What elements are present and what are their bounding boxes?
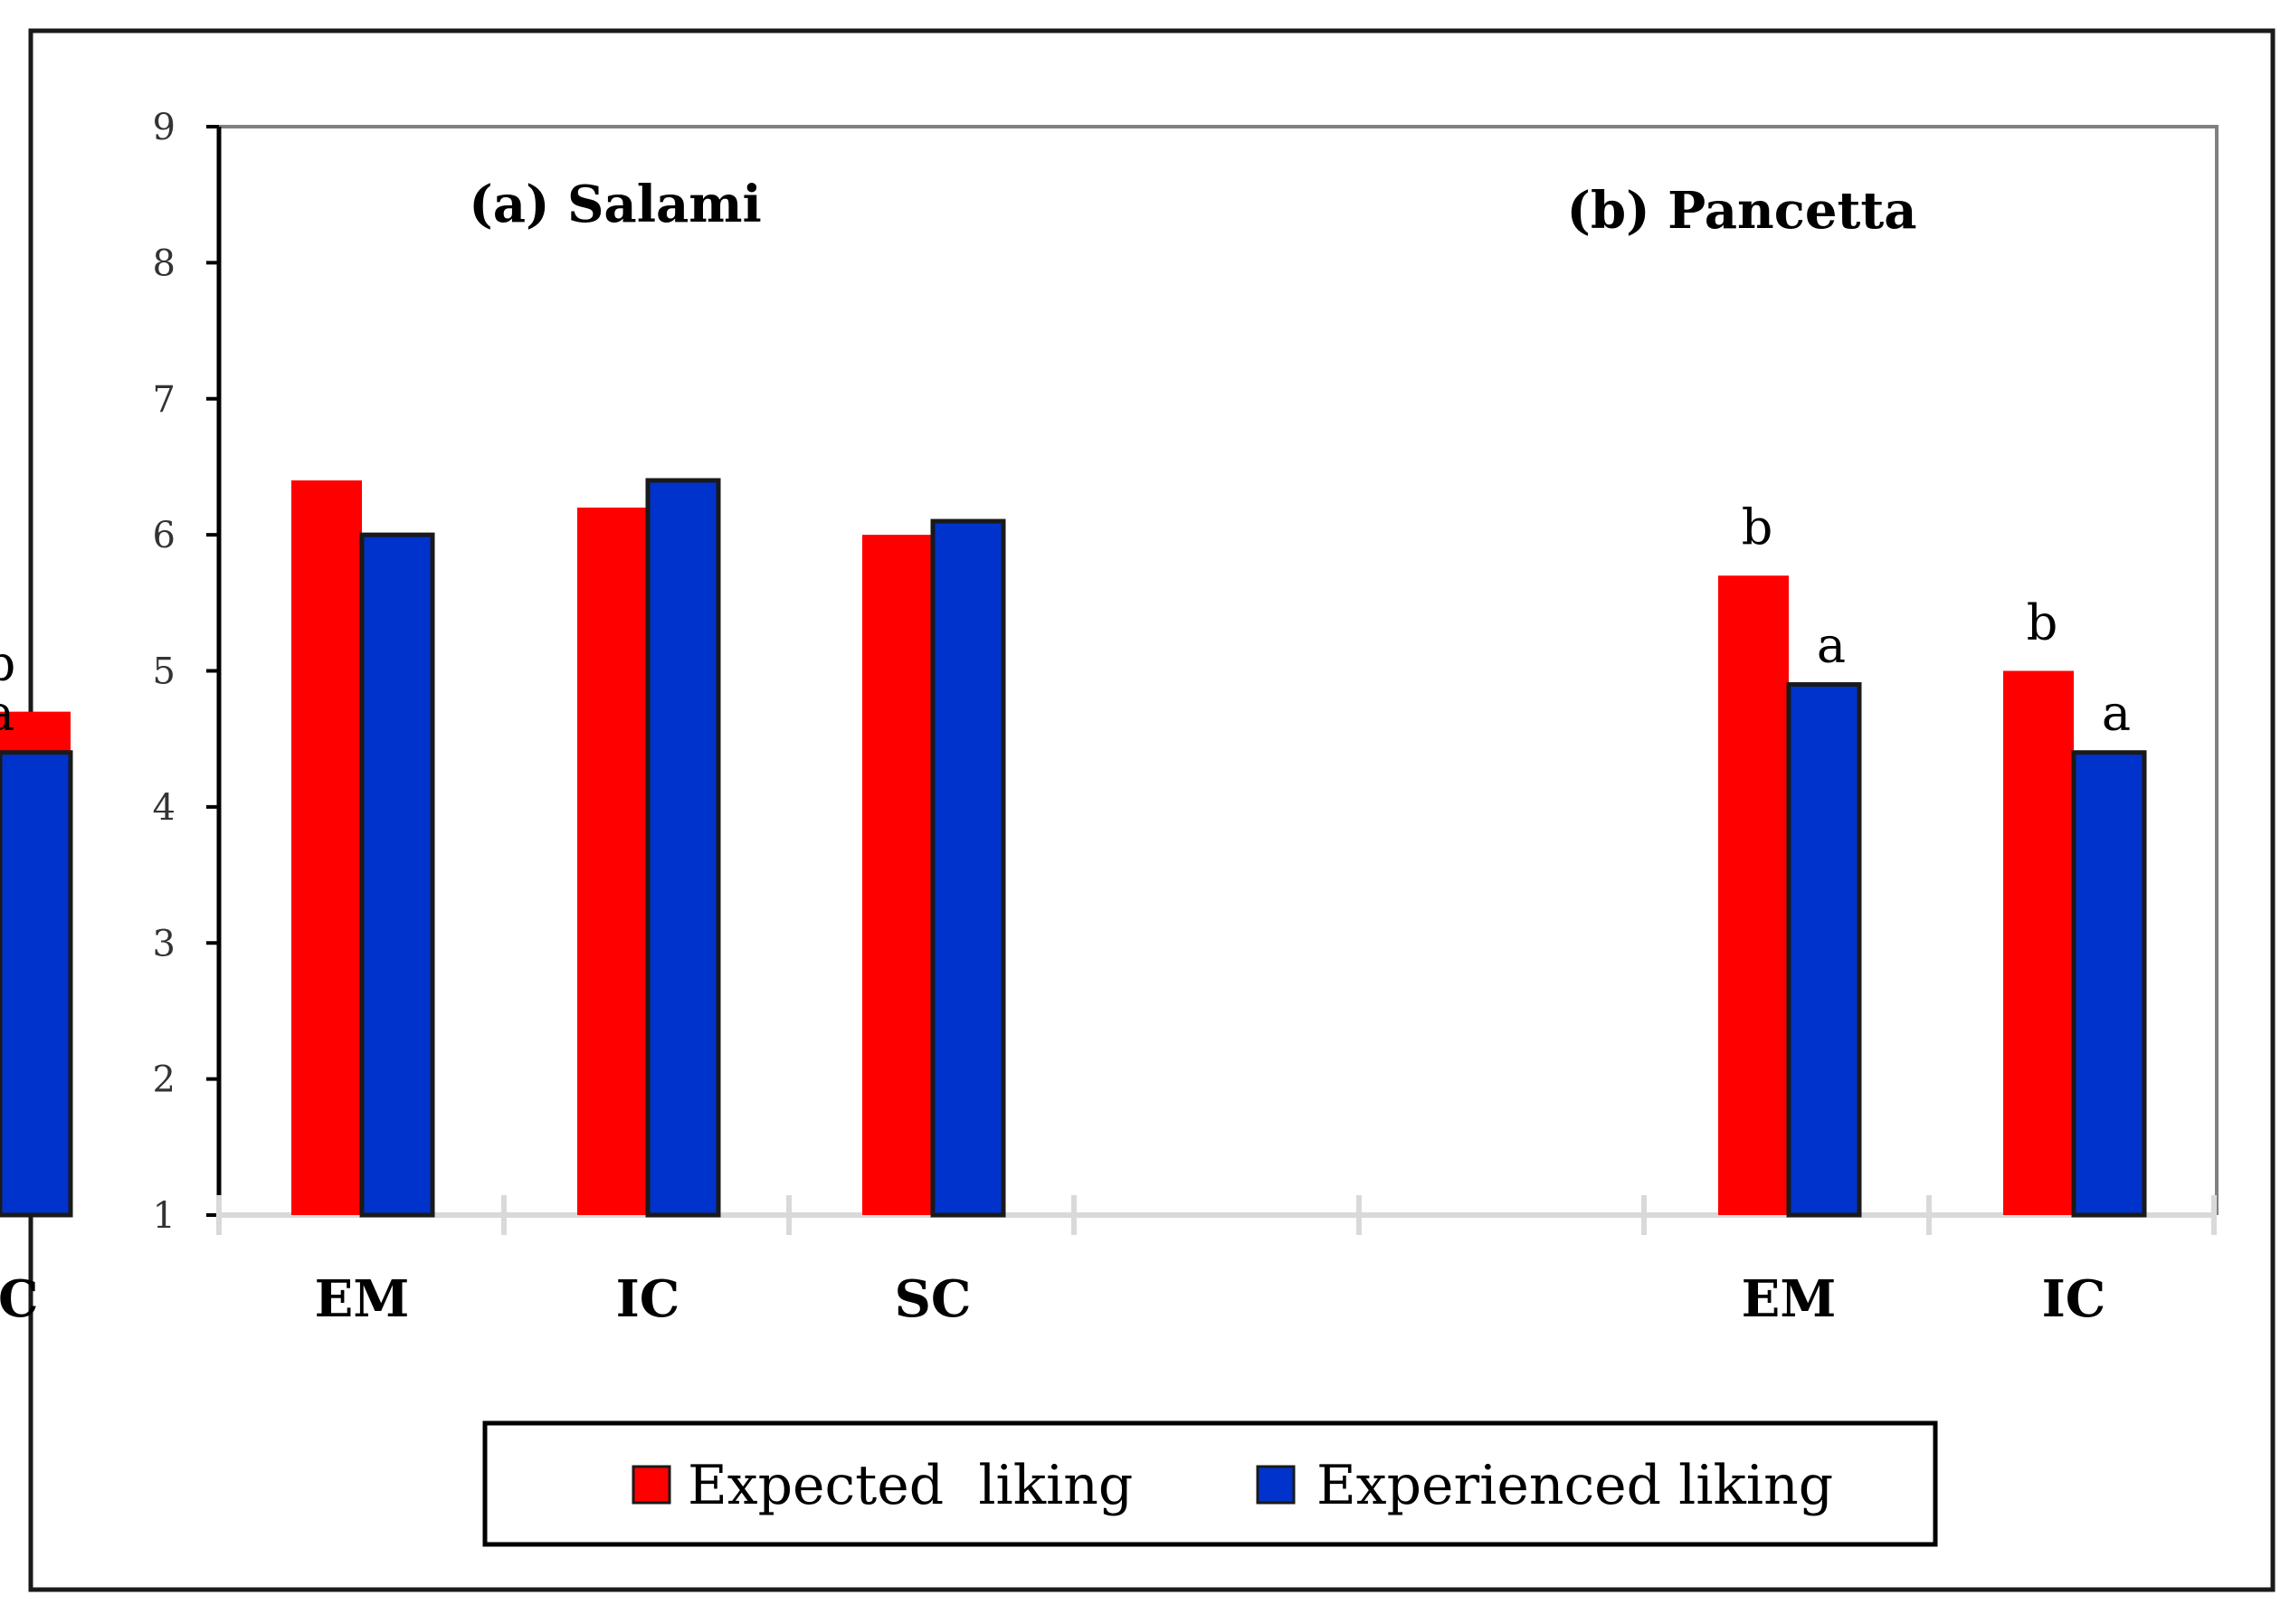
y-tick-label: 5 — [153, 651, 176, 693]
y-tick-label: 8 — [153, 242, 176, 284]
legend-label-expected: Expected liking — [688, 1454, 1133, 1517]
category-label: SC — [894, 1269, 971, 1329]
bar-experienced — [359, 532, 435, 1218]
category-label: IC — [2042, 1269, 2106, 1329]
bar-experienced — [0, 750, 73, 1218]
significance-label: b — [2027, 594, 2058, 651]
bar-experienced — [2071, 750, 2147, 1218]
panel-title: (a) Salami — [469, 175, 762, 234]
legend-label-experienced: Experienced liking — [1316, 1454, 1833, 1517]
plot-frame — [219, 125, 2219, 1215]
legend-swatch-expected — [632, 1465, 671, 1505]
y-tick-label: 9 — [153, 107, 176, 148]
y-tick-label: 7 — [153, 379, 176, 421]
bar-experienced — [645, 478, 721, 1218]
y-tick-label: 6 — [153, 515, 176, 556]
bar-experienced — [930, 518, 1006, 1218]
bar-expected — [291, 480, 362, 1215]
bar-expected — [1718, 575, 1789, 1215]
panel-title: (b) Pancetta — [1567, 181, 1917, 241]
legend: Expected liking Experienced liking — [482, 1420, 1938, 1547]
category-label: EM — [1742, 1269, 1837, 1329]
y-tick-label: 3 — [153, 923, 176, 964]
legend-swatch-experienced — [1256, 1465, 1296, 1505]
significance-label: b — [1742, 499, 1773, 556]
bar-expected — [577, 508, 648, 1215]
significance-label: a — [0, 685, 14, 742]
y-tick-label: 1 — [153, 1195, 176, 1237]
significance-label: a — [1817, 617, 1846, 674]
category-label: EM — [315, 1269, 410, 1329]
legend-box — [482, 1420, 1938, 1547]
bar-expected — [2003, 670, 2074, 1215]
y-tick-label: 4 — [153, 787, 176, 829]
category-label: SC — [0, 1269, 39, 1329]
significance-label: a — [2102, 685, 2131, 742]
y-tick-label: 2 — [153, 1059, 176, 1101]
significance-label: b — [0, 635, 15, 692]
bar-expected — [862, 535, 933, 1215]
category-label: IC — [616, 1269, 680, 1329]
bar-experienced — [1786, 682, 1862, 1218]
